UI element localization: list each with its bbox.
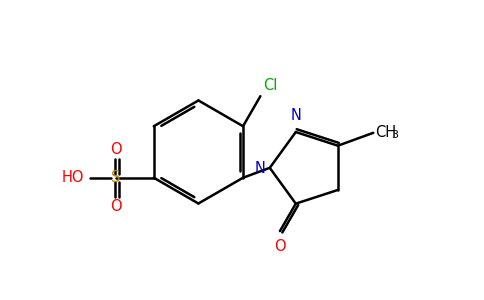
Text: N: N	[255, 161, 266, 176]
Text: HO: HO	[62, 170, 84, 185]
Text: Cl: Cl	[263, 78, 278, 93]
Text: O: O	[110, 199, 122, 214]
Text: 3: 3	[391, 130, 398, 140]
Text: S: S	[111, 170, 121, 185]
Text: N: N	[290, 108, 301, 123]
Text: O: O	[274, 239, 286, 254]
Text: CH: CH	[375, 125, 396, 140]
Text: O: O	[110, 142, 122, 157]
